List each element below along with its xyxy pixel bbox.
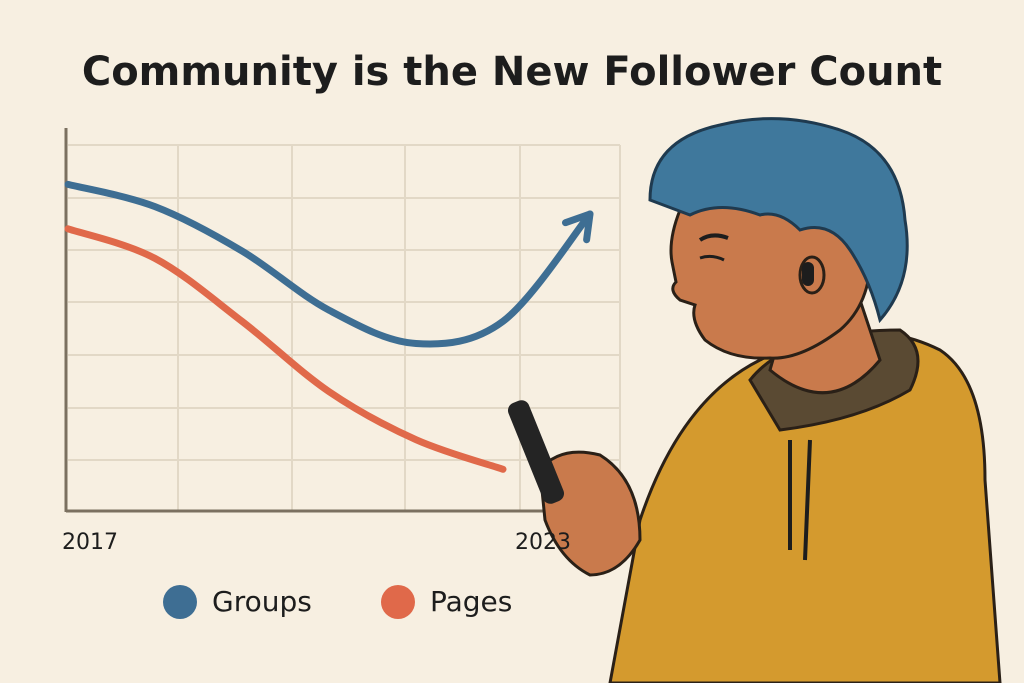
plot	[64, 180, 594, 473]
legend: Groups Pages	[163, 585, 512, 619]
line	[64, 180, 594, 348]
legend-swatch	[163, 585, 197, 619]
x-tick-label: 2023	[515, 530, 571, 555]
person-illustration	[507, 117, 1002, 683]
chart-title: Community is the New Follower Count	[82, 49, 942, 95]
legend-label: Pages	[430, 585, 512, 618]
line	[64, 225, 507, 473]
arrow-head	[561, 210, 594, 244]
legend-swatch	[381, 585, 415, 619]
x-tick-label: 2017	[62, 530, 118, 555]
grid	[68, 144, 621, 510]
legend-label: Groups	[212, 585, 312, 618]
